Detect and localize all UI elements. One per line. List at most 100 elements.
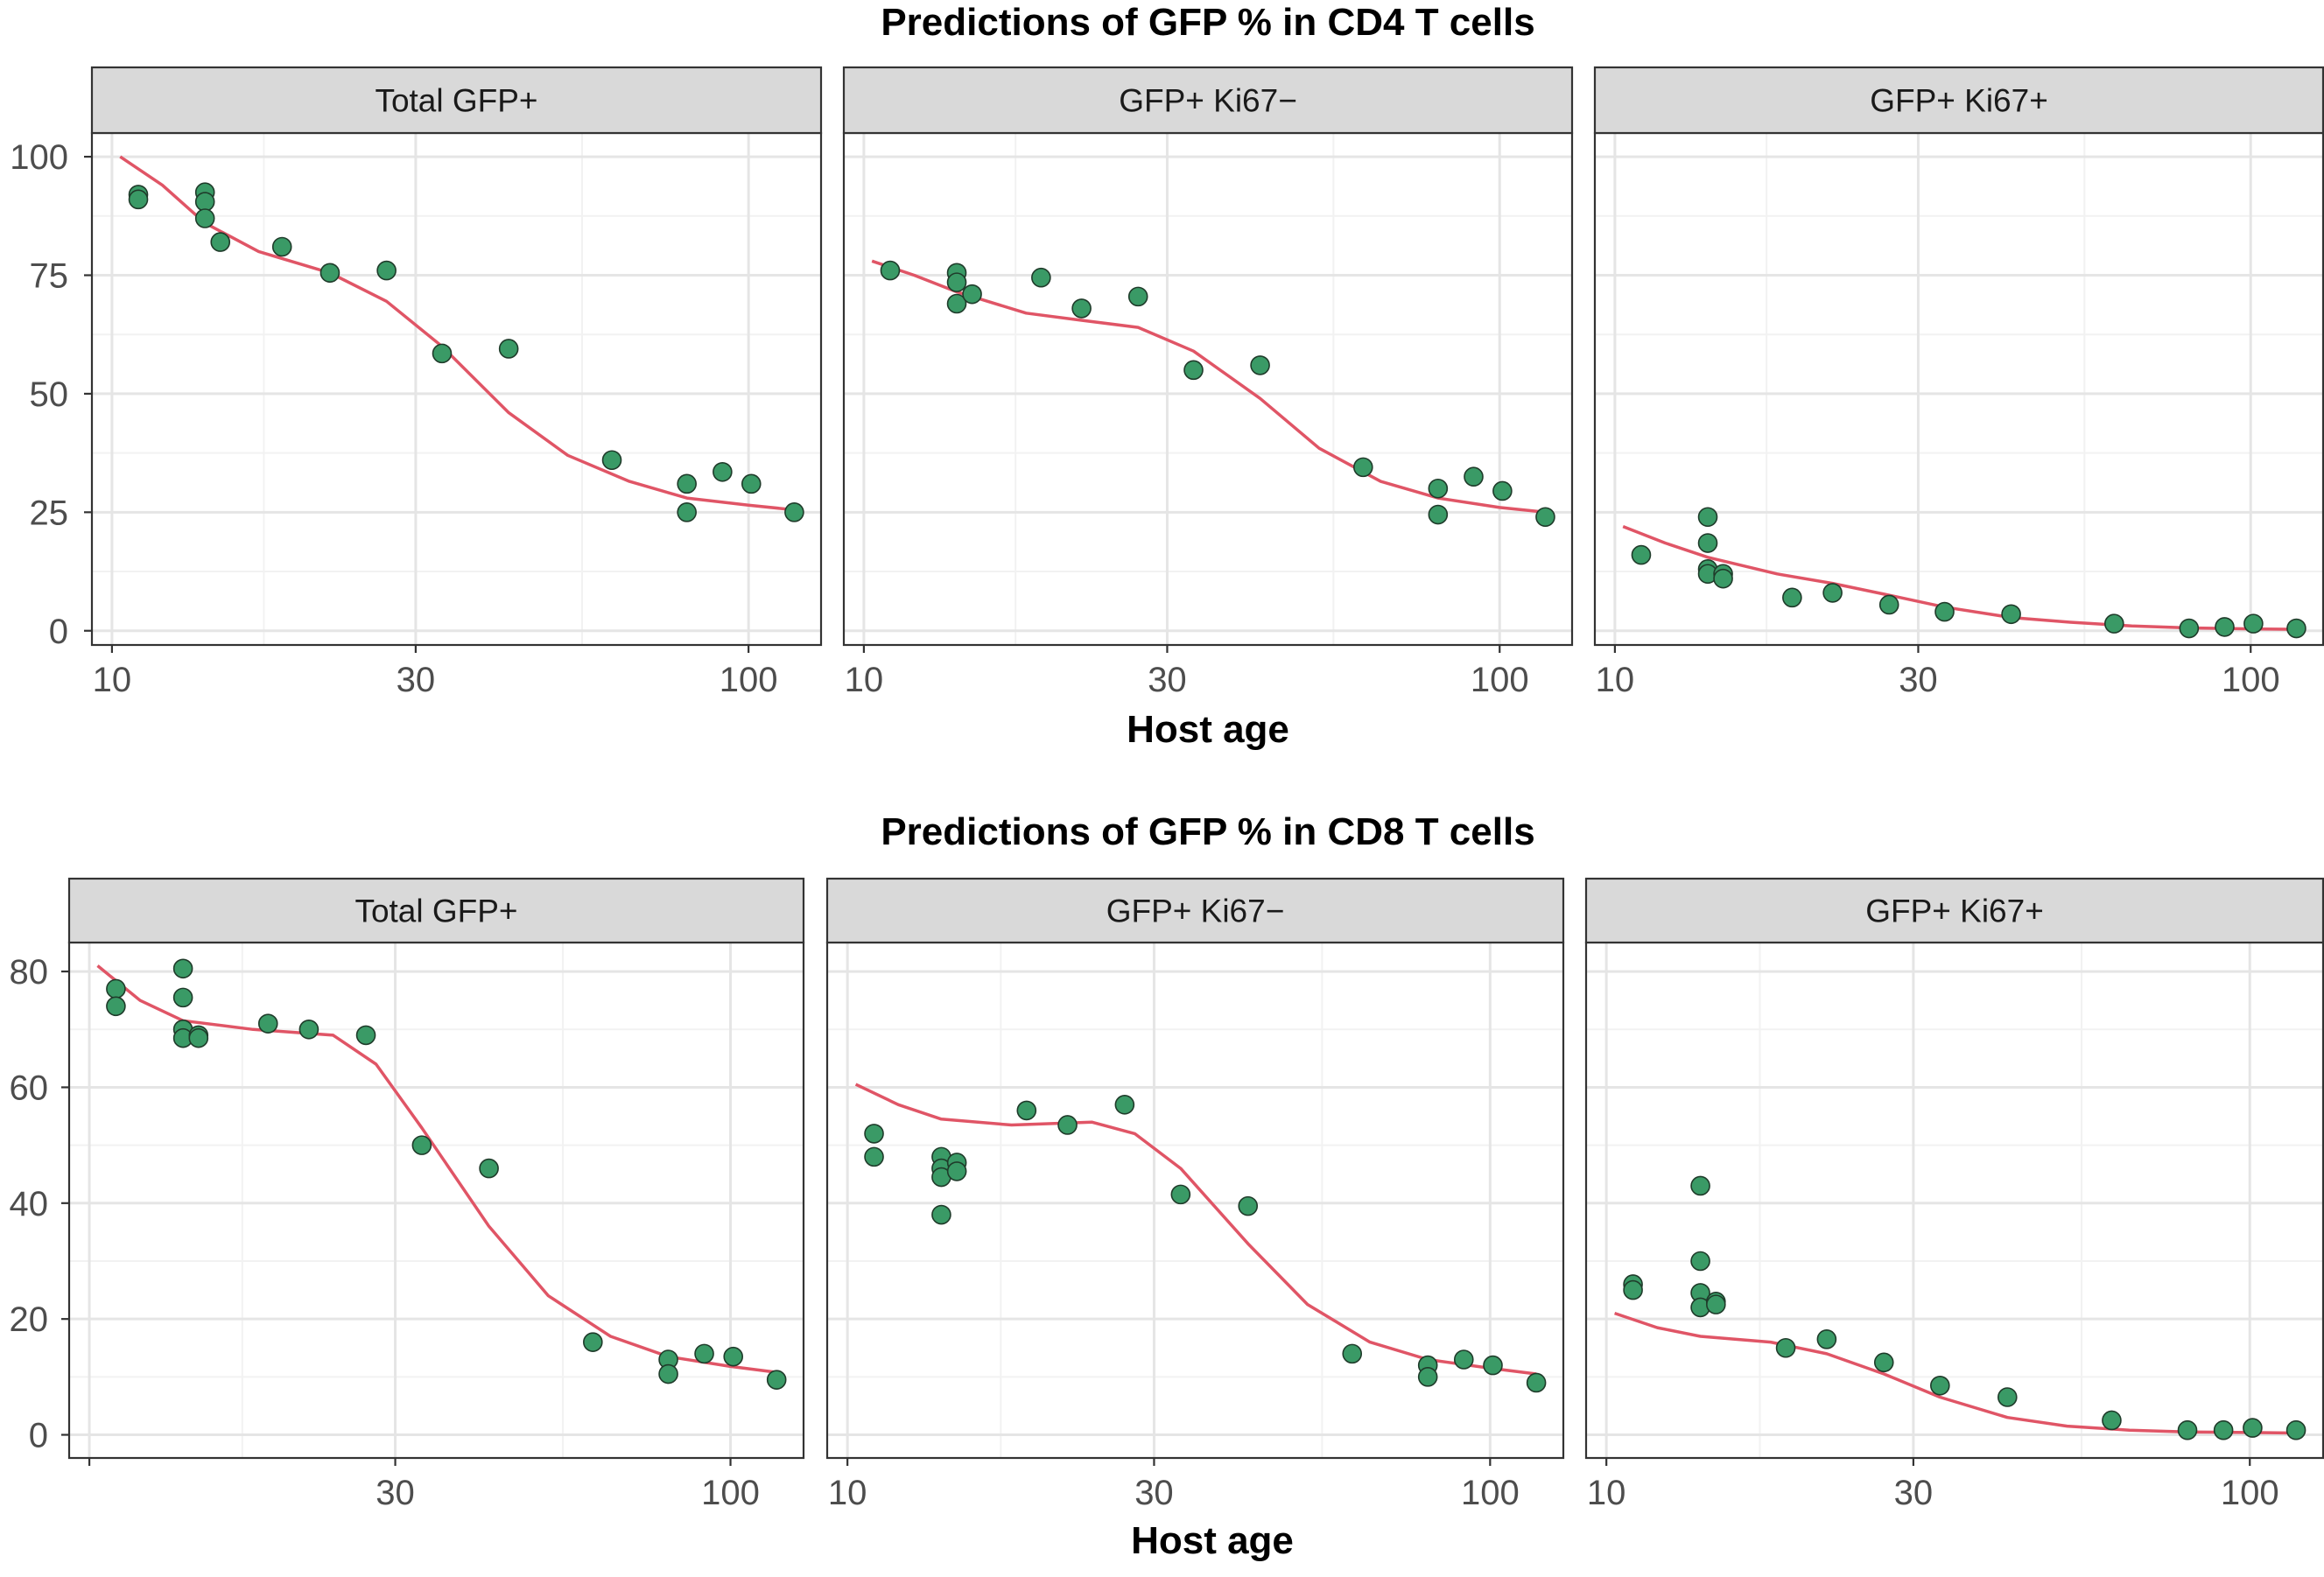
data-point bbox=[1631, 544, 1652, 565]
data-point bbox=[880, 260, 901, 281]
data-point bbox=[257, 1013, 278, 1034]
panel-1-2: GFP+ Ki67− 10 30 100 bbox=[842, 66, 1574, 699]
panel-strip bbox=[1584, 877, 2324, 944]
x-tick-label: 30 bbox=[376, 1474, 415, 1512]
panel-2-2: GFP+ Ki67− 10 30 100 bbox=[825, 877, 1565, 1512]
data-point bbox=[194, 208, 215, 228]
data-point bbox=[106, 996, 126, 1017]
x-tick-label: 100 bbox=[701, 1474, 760, 1512]
data-point bbox=[1016, 1100, 1037, 1121]
data-point bbox=[2001, 604, 2021, 625]
data-point bbox=[1353, 457, 1373, 478]
data-point bbox=[658, 1363, 678, 1384]
data-point bbox=[319, 263, 341, 284]
panel-strip bbox=[1593, 66, 2324, 135]
panel-strip-label: GFP+ Ki67+ bbox=[1865, 894, 2044, 929]
data-point bbox=[1464, 466, 1484, 487]
data-point bbox=[946, 272, 967, 292]
data-point bbox=[1878, 594, 1899, 615]
data-point bbox=[1183, 360, 1204, 381]
panel-background bbox=[844, 133, 1572, 645]
y-tick-label: 50 bbox=[30, 375, 69, 414]
data-point bbox=[1623, 1279, 1643, 1300]
data-point bbox=[1250, 355, 1270, 375]
y-tick-label: 60 bbox=[10, 1069, 49, 1107]
data-point bbox=[784, 502, 804, 522]
data-point bbox=[723, 1346, 744, 1367]
y-tick-label: 20 bbox=[10, 1300, 49, 1339]
data-point bbox=[2102, 1410, 2122, 1431]
x-tick-label: 10 bbox=[845, 661, 884, 699]
data-point bbox=[1998, 1387, 2018, 1407]
data-point bbox=[1114, 1095, 1135, 1115]
data-point bbox=[172, 958, 193, 979]
data-point bbox=[1822, 583, 1843, 603]
panel-background bbox=[827, 943, 1563, 1458]
data-point bbox=[677, 473, 697, 494]
y-tick-label: 25 bbox=[30, 494, 69, 532]
data-point bbox=[188, 1027, 209, 1048]
data-point bbox=[2177, 1419, 2198, 1440]
cd4-x-axis-title: Host age bbox=[1127, 708, 1289, 751]
data-point bbox=[479, 1158, 499, 1179]
data-point bbox=[2285, 1419, 2306, 1440]
data-point bbox=[1526, 1372, 1547, 1393]
panel-strip bbox=[90, 66, 823, 135]
data-point bbox=[1071, 298, 1092, 319]
data-point bbox=[2179, 618, 2200, 639]
y-tick-label: 75 bbox=[30, 257, 69, 296]
x-tick-label: 100 bbox=[2221, 1474, 2279, 1512]
data-point bbox=[128, 189, 149, 210]
data-point bbox=[1428, 504, 1449, 525]
data-point bbox=[271, 236, 292, 257]
data-point bbox=[1535, 507, 1555, 528]
panel-2-3: GFP+ Ki67+ 10 30 100 bbox=[1584, 877, 2324, 1512]
data-point bbox=[1170, 1184, 1191, 1205]
data-point bbox=[1127, 286, 1148, 307]
y-tick-label: 0 bbox=[29, 1417, 48, 1455]
panel-strip-label: GFP+ Ki67+ bbox=[1870, 83, 2048, 119]
data-point bbox=[355, 1025, 376, 1046]
panel-1-1: Total GFP+ 10 30 100 0 25 50 75 100 bbox=[10, 66, 823, 699]
data-point bbox=[1031, 267, 1051, 288]
data-point bbox=[1238, 1195, 1259, 1216]
data-point bbox=[1782, 587, 1802, 608]
data-point bbox=[376, 260, 397, 281]
data-point bbox=[946, 293, 967, 314]
x-tick-label: 100 bbox=[720, 661, 778, 699]
x-tick-label: 10 bbox=[93, 661, 132, 699]
data-point bbox=[1934, 601, 1955, 622]
data-point bbox=[1713, 568, 1733, 589]
data-point bbox=[172, 987, 193, 1008]
data-point bbox=[864, 1124, 884, 1144]
data-point bbox=[694, 1343, 714, 1364]
data-point bbox=[1697, 533, 1718, 553]
y-tick-label: 100 bbox=[10, 138, 68, 177]
cd8-title: Predictions of GFP % in CD8 T cells bbox=[881, 810, 1534, 853]
data-point bbox=[1417, 1367, 1438, 1387]
panel-strip bbox=[67, 877, 805, 944]
panel-strip-label: GFP+ Ki67− bbox=[1119, 83, 1297, 119]
data-point bbox=[601, 450, 622, 471]
data-point bbox=[864, 1146, 884, 1167]
data-point bbox=[1453, 1349, 1474, 1370]
x-tick-label: 100 bbox=[2222, 661, 2280, 699]
data-point bbox=[1706, 1294, 1726, 1314]
data-point bbox=[931, 1204, 951, 1225]
data-point bbox=[2213, 1419, 2234, 1440]
x-tick-label: 100 bbox=[1471, 661, 1529, 699]
panel-strip-label: GFP+ Ki67− bbox=[1106, 894, 1285, 929]
data-point bbox=[1697, 507, 1718, 528]
data-point bbox=[210, 232, 231, 252]
data-point bbox=[1483, 1355, 1503, 1376]
data-point bbox=[298, 1019, 319, 1040]
panel-2-1: Total GFP+ 30 100 0 20 40 60 80 bbox=[10, 877, 805, 1512]
data-point bbox=[677, 502, 697, 522]
data-point bbox=[1775, 1337, 1796, 1358]
y-tick-label: 40 bbox=[10, 1185, 49, 1223]
data-point bbox=[411, 1135, 432, 1155]
x-tick-label: 30 bbox=[1148, 661, 1187, 699]
data-point bbox=[1690, 1175, 1710, 1196]
panel-strip-label: Total GFP+ bbox=[355, 894, 517, 929]
